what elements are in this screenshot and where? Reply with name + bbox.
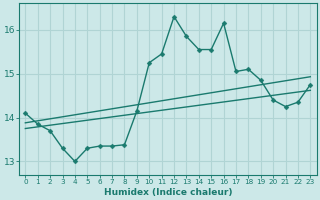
X-axis label: Humidex (Indice chaleur): Humidex (Indice chaleur) — [104, 188, 232, 197]
